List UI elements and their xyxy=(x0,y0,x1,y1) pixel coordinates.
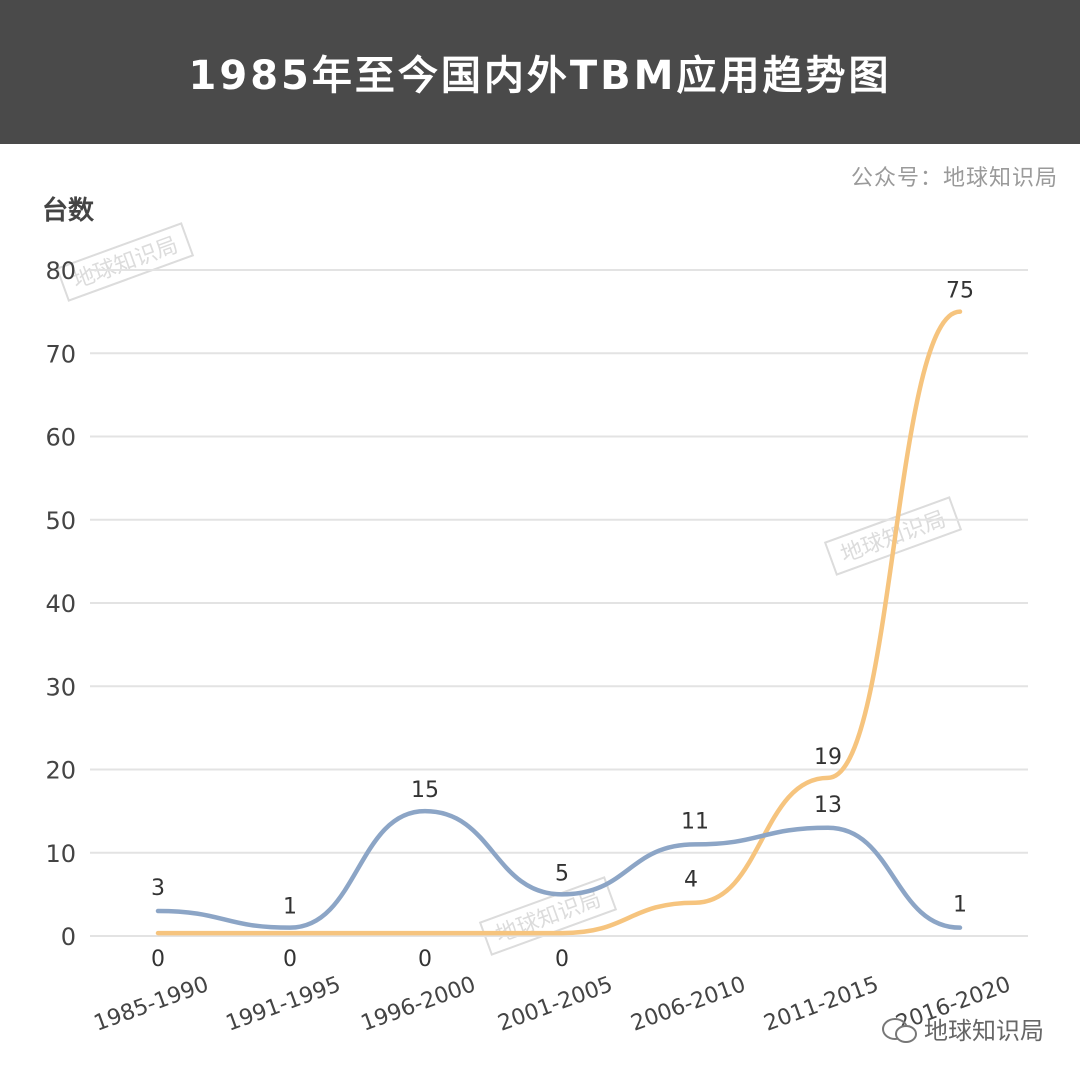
data-label: 15 xyxy=(411,778,439,803)
bottom-watermark: 地球知识局 xyxy=(882,1011,1044,1046)
data-label: 4 xyxy=(684,868,698,893)
data-label: 0 xyxy=(418,947,432,972)
watermark-text: 地球知识局 xyxy=(493,887,605,948)
series-line xyxy=(155,808,963,930)
series-lines xyxy=(155,309,963,936)
y-tick-labels: 0 10 20 30 40 50 60 70 80 xyxy=(45,257,76,951)
x-tick-label: 1991-1995 xyxy=(223,972,344,1037)
data-label: 0 xyxy=(151,947,165,972)
data-label: 3 xyxy=(151,876,165,901)
wechat-icon xyxy=(882,1016,917,1043)
bottom-watermark-text: 地球知识局 xyxy=(924,1017,1044,1045)
y-tick-label: 10 xyxy=(45,840,76,868)
data-label: 19 xyxy=(814,745,842,770)
watermark-box xyxy=(55,222,195,302)
data-label: 13 xyxy=(814,793,842,818)
y-tick-label: 60 xyxy=(45,424,76,452)
y-tick-label: 80 xyxy=(45,257,76,285)
x-tick-label: 1985-1990 xyxy=(91,972,212,1037)
x-tick-label: 2006-2010 xyxy=(628,972,749,1037)
series-line xyxy=(155,309,963,936)
data-label: 0 xyxy=(555,947,569,972)
x-tick-label: 1996-2000 xyxy=(358,972,479,1037)
data-label: 1 xyxy=(953,893,967,918)
source-label: 公众号：地球知识局 xyxy=(850,166,1058,191)
x-tick-labels: 1985-1990 1991-1995 1996-2000 2001-2005 2006… xyxy=(91,972,1014,1037)
data-label: 5 xyxy=(555,861,569,886)
data-label: 11 xyxy=(681,809,709,834)
y-tick-label: 70 xyxy=(45,340,76,368)
grid-lines xyxy=(90,269,1028,937)
diagonal-watermark: 地球知识局 xyxy=(55,222,195,302)
watermark-text: 地球知识局 xyxy=(70,233,182,294)
data-labels: 3 1 15 5 11 13 1 0 0 0 0 4 19 75 xyxy=(151,279,974,972)
header-bar: 1985年至今国内外TBM应用趋势图 xyxy=(0,0,1080,144)
y-tick-label: 30 xyxy=(45,673,76,701)
y-tick-label: 40 xyxy=(45,590,76,618)
data-label: 75 xyxy=(946,279,974,304)
y-tick-label: 50 xyxy=(45,507,76,535)
y-tick-label: 20 xyxy=(45,757,76,785)
page-title: 1985年至今国内外TBM应用趋势图 xyxy=(188,53,892,99)
y-tick-label: 0 xyxy=(61,923,76,951)
data-label: 0 xyxy=(283,947,297,972)
x-tick-label: 2001-2005 xyxy=(495,972,616,1037)
x-tick-label: 2011-2015 xyxy=(761,972,882,1037)
data-label: 1 xyxy=(283,895,297,920)
y-axis-label: 台数 xyxy=(42,196,95,226)
